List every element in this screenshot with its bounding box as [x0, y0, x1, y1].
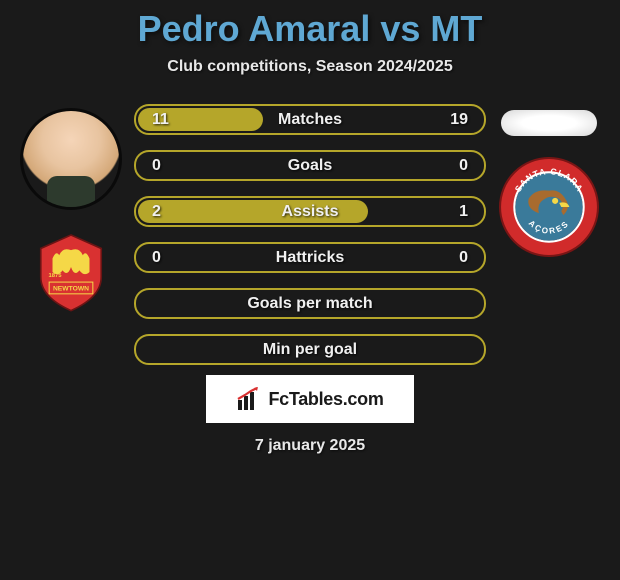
- player2-placeholder: [501, 110, 597, 136]
- stat-label: Goals: [288, 157, 332, 175]
- stat-label: Hattricks: [276, 249, 344, 267]
- stat-right-value: 19: [448, 111, 468, 129]
- stat-right-value: 1: [448, 203, 468, 221]
- santa-clara-crest-icon: SANTA CLARA AÇORES: [498, 156, 600, 258]
- stat-row-goals-per-match: Goals per match: [134, 288, 486, 319]
- stat-right-value: 0: [448, 157, 468, 175]
- stat-row-assists: 2 Assists 1: [134, 196, 486, 227]
- stat-row-matches: 11 Matches 19: [134, 104, 486, 135]
- title: Pedro Amaral vs MT: [138, 8, 483, 50]
- stat-left-value: 2: [152, 203, 172, 221]
- player2-club-crest: SANTA CLARA AÇORES: [498, 156, 600, 258]
- stat-label: Matches: [278, 111, 342, 129]
- newtown-crest-icon: NEWTOWN 1875: [29, 230, 113, 314]
- player1-name: Pedro Amaral: [138, 8, 371, 49]
- stats-column: 11 Matches 19 0 Goals 0 2 Assists 1 0 Hattricks 0 Go…: [134, 104, 486, 365]
- footer: FcTables.com 7 january 2025: [206, 375, 414, 455]
- fctables-badge: FcTables.com: [206, 375, 414, 423]
- stat-left-value: 0: [152, 157, 172, 175]
- subtitle: Club competitions, Season 2024/2025: [167, 58, 452, 76]
- stat-label: Assists: [282, 203, 339, 221]
- vs-text: vs: [380, 8, 420, 49]
- player1-club-crest: NEWTOWN 1875: [29, 230, 113, 314]
- date-text: 7 january 2025: [255, 437, 365, 455]
- stat-label: Min per goal: [263, 341, 357, 359]
- stat-row-goals: 0 Goals 0: [134, 150, 486, 181]
- left-column: NEWTOWN 1875: [20, 104, 122, 314]
- player1-avatar: [20, 108, 122, 210]
- stat-left-value: 11: [152, 111, 172, 129]
- stat-right-value: 0: [448, 249, 468, 267]
- svg-text:1875: 1875: [49, 273, 63, 279]
- comparison-card: Pedro Amaral vs MT Club competitions, Se…: [0, 0, 620, 455]
- stat-row-min-per-goal: Min per goal: [134, 334, 486, 365]
- fctables-logo-icon: [236, 386, 262, 412]
- stat-row-hattricks: 0 Hattricks 0: [134, 242, 486, 273]
- stat-label: Goals per match: [247, 295, 372, 313]
- right-column: SANTA CLARA AÇORES: [498, 104, 600, 258]
- player2-name: MT: [430, 8, 482, 49]
- fctables-text: FcTables.com: [268, 389, 383, 410]
- main-row: NEWTOWN 1875 11Matches190Goals02Assists1…: [0, 104, 620, 365]
- svg-text:NEWTOWN: NEWTOWN: [53, 285, 89, 292]
- stat-left-value: 0: [152, 249, 172, 267]
